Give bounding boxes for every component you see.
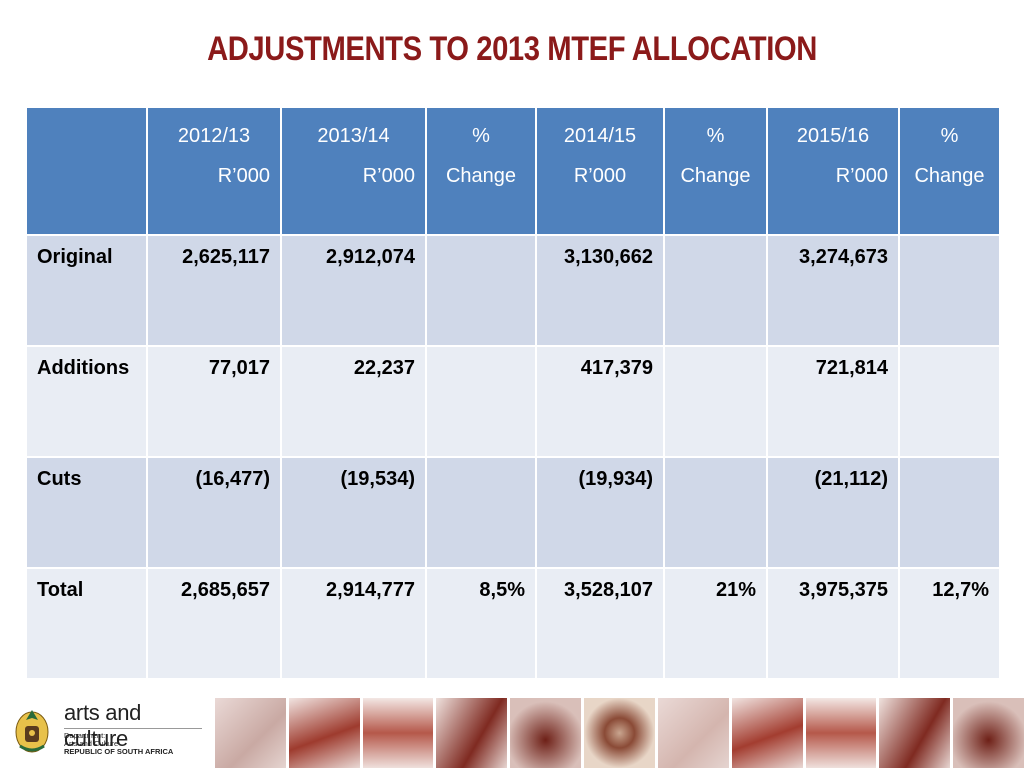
table-row-additions: Additions 77,017 22,237 417,379 721,814 xyxy=(25,345,1001,458)
allocation-table: 2012/13 R’000 2013/14 R’000 % Change 201… xyxy=(25,106,1001,680)
table-header-row: 2012/13 R’000 2013/14 R’000 % Change 201… xyxy=(25,106,1001,236)
header-cell-change-1: % Change xyxy=(425,106,537,236)
table-row-total: Total 2,685,657 2,914,777 8,5% 3,528,107… xyxy=(25,567,1001,680)
header-year-label: 2013/14 xyxy=(317,125,390,147)
table-cell: (19,534) xyxy=(280,456,427,569)
footer-image-strip xyxy=(215,698,1024,768)
table-cell xyxy=(898,456,1001,569)
header-unit-label: R’000 xyxy=(573,165,627,187)
header-percent-label: % xyxy=(706,125,725,147)
table-cell: (16,477) xyxy=(146,456,282,569)
header-percent-label: % xyxy=(472,125,490,147)
table-cell xyxy=(425,345,537,458)
table-cell: 3,528,107 xyxy=(535,567,665,680)
table-cell: (21,112) xyxy=(766,456,900,569)
header-cell-2014-15: 2014/15 R’000 xyxy=(535,106,665,236)
table-cell: 3,274,673 xyxy=(766,234,900,347)
table-cell: 2,625,117 xyxy=(146,234,282,347)
table-cell xyxy=(663,456,768,569)
header-cell-blank xyxy=(25,106,148,236)
row-label: Cuts xyxy=(25,456,148,569)
decorative-image-tile xyxy=(584,698,655,768)
header-change-label: Change xyxy=(445,165,517,187)
table-cell: 3,130,662 xyxy=(535,234,665,347)
country-name: REPUBLIC OF SOUTH AFRICA xyxy=(64,747,174,756)
table-cell: 3,975,375 xyxy=(766,567,900,680)
decorative-image-tile xyxy=(436,698,508,768)
table-cell: 22,237 xyxy=(280,345,427,458)
table-row-cuts: Cuts (16,477) (19,534) (19,934) (21,112) xyxy=(25,456,1001,569)
header-change-label: Change xyxy=(680,165,751,187)
header-percent-label: % xyxy=(940,125,959,147)
decorative-image-tile xyxy=(731,698,803,768)
table-cell xyxy=(898,345,1001,458)
table-row-original: Original 2,625,117 2,912,074 3,130,662 3… xyxy=(25,234,1001,347)
decorative-image-tile xyxy=(362,698,434,768)
decorative-image-tile xyxy=(879,698,951,768)
header-year-label: 2014/15 xyxy=(563,125,637,147)
header-year-label: 2015/16 xyxy=(796,125,870,147)
table-cell: 12,7% xyxy=(898,567,1001,680)
header-cell-2013-14: 2013/14 R’000 xyxy=(280,106,427,236)
table-cell: 21% xyxy=(663,567,768,680)
header-unit-label: R’000 xyxy=(362,165,415,187)
row-label: Original xyxy=(25,234,148,347)
decorative-image-tile xyxy=(215,698,286,768)
row-label: Total xyxy=(25,567,148,680)
row-label: Additions xyxy=(25,345,148,458)
header-cell-change-3: % Change xyxy=(898,106,1001,236)
table-cell xyxy=(663,234,768,347)
table-cell xyxy=(898,234,1001,347)
table-cell: 721,814 xyxy=(766,345,900,458)
divider xyxy=(64,728,202,729)
table-cell: 2,912,074 xyxy=(280,234,427,347)
department-logo: arts and culture Department: Arts and Cu… xyxy=(10,698,210,760)
header-unit-label: R’000 xyxy=(835,165,888,187)
header-cell-2015-16: 2015/16 R’000 xyxy=(766,106,900,236)
header-cell-change-2: % Change xyxy=(663,106,768,236)
coat-of-arms-icon xyxy=(15,710,49,753)
table-cell: 8,5% xyxy=(425,567,537,680)
department-label: Department: xyxy=(64,731,106,740)
decorative-image-tile xyxy=(510,698,582,768)
page-title: ADJUSTMENTS TO 2013 MTEF ALLOCATION xyxy=(207,30,817,68)
header-cell-2012-13: 2012/13 R’000 xyxy=(146,106,282,236)
table-cell: 2,914,777 xyxy=(280,567,427,680)
decorative-image-tile xyxy=(805,698,877,768)
table-cell: 417,379 xyxy=(535,345,665,458)
table-cell: 2,685,657 xyxy=(146,567,282,680)
header-change-label: Change xyxy=(914,165,985,187)
decorative-image-tile xyxy=(657,698,729,768)
table-cell xyxy=(425,456,537,569)
header-year-label: 2012/13 xyxy=(177,125,251,147)
table-cell xyxy=(663,345,768,458)
decorative-image-tile xyxy=(288,698,360,768)
table-cell: 77,017 xyxy=(146,345,282,458)
header-unit-label: R’000 xyxy=(217,165,270,187)
brand-name: arts and culture xyxy=(64,700,142,751)
decorative-image-tile xyxy=(953,698,1024,768)
table-cell xyxy=(425,234,537,347)
department-name: Arts and Culture xyxy=(64,739,119,748)
table-cell: (19,934) xyxy=(535,456,665,569)
